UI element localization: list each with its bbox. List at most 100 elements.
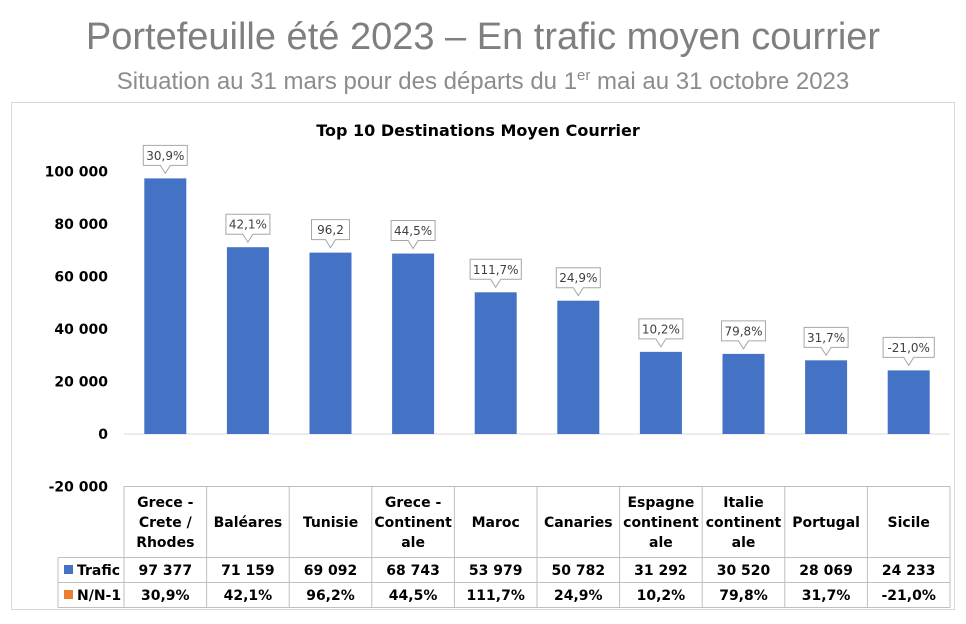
data-label-callout: 96,2 (311, 219, 350, 249)
subtitle-superscript: er (577, 67, 591, 84)
bar (226, 247, 269, 434)
bar (392, 253, 435, 434)
category-label: Canaries (544, 515, 613, 531)
y-tick-label: 60 000 (54, 270, 108, 286)
table-cell: 31 292 (634, 563, 688, 579)
callout-box (555, 267, 601, 297)
callout-box (390, 220, 436, 250)
table-cell: -21,0% (882, 588, 936, 604)
callout-box (469, 258, 522, 289)
data-label: 30,9% (146, 149, 184, 163)
data-label: 42,1% (229, 218, 267, 232)
bar (144, 178, 187, 434)
data-label-callout: 111,7% (469, 258, 522, 289)
category-label: Sicile (888, 515, 930, 531)
y-tick-label: 20 000 (54, 375, 108, 391)
callout-box (882, 336, 935, 367)
category-label-line: ale (401, 535, 425, 551)
bar (557, 300, 600, 434)
data-label-callout: 42,1% (225, 213, 271, 244)
category-label-line: Baléares (214, 515, 283, 531)
category-label-line: Maroc (472, 515, 520, 531)
legend-key (64, 565, 73, 574)
category-label-line: Crete / (139, 515, 193, 531)
data-label: 31,7% (807, 331, 845, 345)
category-label-line: Sicile (888, 515, 930, 531)
table-cell: 68 743 (386, 563, 440, 579)
callout-box (142, 144, 188, 175)
category-label: Portugal (792, 515, 860, 531)
data-label: 10,2% (642, 322, 680, 336)
category-label: Espagne continent ale (623, 495, 699, 551)
table-cell: 28 069 (799, 563, 853, 579)
data-label: -21,0% (887, 341, 929, 355)
data-label-callout: 79,8% (721, 320, 766, 350)
table-cell: 44,5% (389, 588, 438, 604)
data-label-callout: 30,9% (142, 144, 188, 175)
category-label-line: Italie (723, 495, 763, 511)
callout-box (225, 213, 271, 244)
table-cell: 30,9% (141, 588, 190, 604)
data-label-callout: 44,5% (390, 220, 436, 250)
data-label-callout: 31,7% (803, 326, 849, 357)
chart-frame (11, 102, 955, 610)
table-cell: 24,9% (554, 588, 603, 604)
data-label-callout: -21,0% (882, 336, 935, 367)
category-label: Grece - Continent ale (374, 495, 452, 551)
data-table: Grece - Crete / Rhodes Baléares Tunisie Grece… (57, 486, 951, 608)
table-cell: 111,7% (467, 588, 525, 604)
data-label: 96,2 (317, 223, 344, 237)
bar (805, 360, 848, 434)
series-name: Trafic (77, 563, 120, 579)
bar (887, 370, 930, 434)
table-cell: 96,2% (306, 588, 355, 604)
category-label: Tunisie (303, 515, 358, 531)
subtitle-part-b: mai au 31 octobre 2023 (590, 68, 850, 95)
table-cell: 30 520 (717, 563, 771, 579)
chart-title: Top 10 Destinations Moyen Courrier (316, 121, 640, 140)
table-cell: 71 159 (221, 563, 275, 579)
category-label-line: continent (706, 515, 782, 531)
category-label: Baléares (214, 515, 283, 531)
page-title: Portefeuille été 2023 – En trafic moyen … (85, 16, 881, 58)
callout-box (311, 219, 350, 249)
bars (144, 178, 930, 434)
data-labels: 30,9% 42,1% 96,2 44,5% 111,7% 24,9% 10,2% 79,8%… (142, 144, 935, 367)
data-label-callout: 10,2% (638, 318, 684, 348)
category-label: Grece - Crete / Rhodes (136, 495, 194, 551)
category-label-line: Grece - (137, 495, 194, 511)
category-label: Maroc (472, 515, 520, 531)
y-tick-label: 100 000 (45, 165, 109, 181)
table-cell: 97 377 (139, 563, 193, 579)
table-cell: 24 233 (882, 563, 936, 579)
category-label-line: continent (623, 515, 699, 531)
bar (474, 292, 517, 434)
table-cell: 79,8% (719, 588, 768, 604)
y-tick-label: 0 (98, 427, 108, 443)
data-label: 44,5% (394, 224, 432, 238)
bar (722, 353, 765, 434)
bar (309, 252, 352, 434)
bar (639, 351, 682, 434)
category-label-line: Grece - (385, 495, 442, 511)
y-tick-label: 80 000 (54, 217, 108, 233)
y-tick-label: 40 000 (54, 322, 108, 338)
category-label-line: Canaries (544, 515, 613, 531)
callout-box (638, 318, 684, 348)
table-cell: 10,2% (637, 588, 686, 604)
y-tick-label: -20 000 (49, 480, 109, 496)
page-subtitle: Situation au 31 mars pour des départs du… (0, 60, 966, 98)
table-cell: 42,1% (224, 588, 273, 604)
table-cell: 53 979 (469, 563, 523, 579)
category-label-line: Rhodes (136, 535, 194, 551)
legend-key (64, 590, 73, 599)
callout-box (803, 326, 849, 357)
category-label: Italie continent ale (706, 495, 782, 551)
category-label-line: Espagne (627, 495, 694, 511)
category-label-line: ale (649, 535, 673, 551)
data-label: 79,8% (724, 324, 762, 338)
table-cell: 31,7% (802, 588, 851, 604)
subtitle-part-a: Situation au 31 mars pour des départs du… (116, 68, 578, 95)
table-cell: 69 092 (304, 563, 358, 579)
